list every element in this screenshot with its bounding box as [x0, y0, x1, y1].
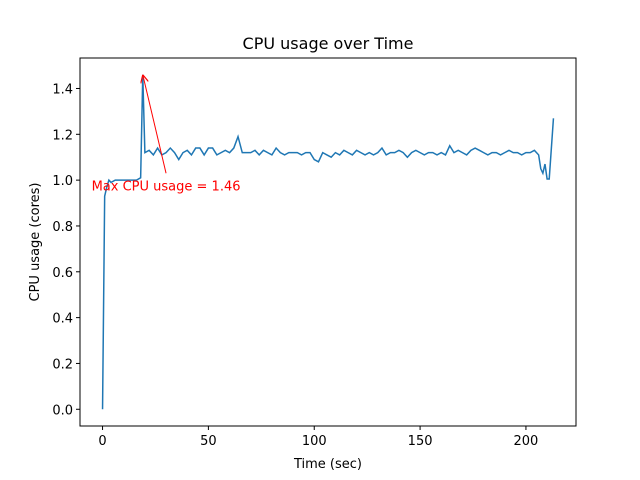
x-tick-label: 100 — [302, 434, 327, 449]
y-tick-label: 0.2 — [52, 357, 73, 372]
chart-title: CPU usage over Time — [243, 34, 414, 53]
x-axis-label: Time (sec) — [293, 457, 362, 472]
y-tick-label: 1.4 — [52, 82, 73, 97]
annotation-arrow — [143, 75, 167, 174]
y-tick-label: 0.0 — [52, 403, 73, 418]
y-tick-label: 0.6 — [52, 266, 73, 281]
y-axis-label: CPU usage (cores) — [28, 183, 43, 302]
x-tick-label: 0 — [98, 434, 106, 449]
y-tick-label: 0.8 — [52, 220, 73, 235]
plot-frame — [79, 57, 577, 427]
x-tick-label: 150 — [408, 434, 433, 449]
x-tick-label: 200 — [514, 434, 539, 449]
annotation-text: Max CPU usage = 1.46 — [92, 179, 241, 194]
x-tick-label: 50 — [200, 434, 217, 449]
y-tick-label: 0.4 — [52, 312, 73, 327]
y-tick-label: 1.0 — [52, 174, 73, 189]
y-tick-label: 1.2 — [52, 128, 73, 143]
line-series — [101, 74, 555, 410]
